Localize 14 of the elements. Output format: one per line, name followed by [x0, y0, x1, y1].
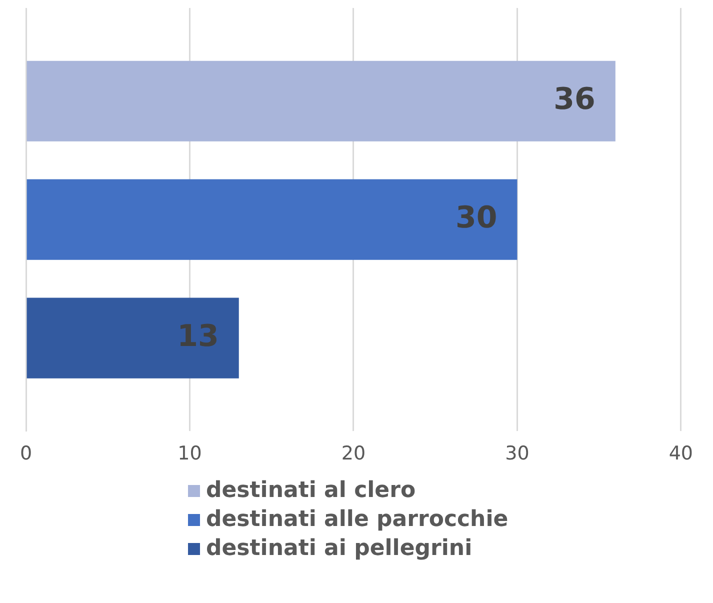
data-label: 30 [455, 200, 498, 236]
data-label: 13 [177, 318, 219, 354]
x-tick-label: 10 [178, 442, 202, 465]
legend-label: destinati alle parrocchie [206, 507, 508, 532]
data-label: 36 [554, 82, 596, 117]
x-tick-label: 30 [505, 442, 530, 465]
bar [26, 60, 616, 142]
x-tick-label: 0 [20, 442, 32, 465]
legend-label: destinati al clero [206, 478, 416, 503]
bar [26, 298, 239, 378]
x-tick-label: 20 [341, 442, 366, 465]
bar [26, 179, 518, 260]
legend-label: destinati ai pellegrini [206, 536, 472, 561]
x-tick-label: 40 [668, 442, 694, 465]
